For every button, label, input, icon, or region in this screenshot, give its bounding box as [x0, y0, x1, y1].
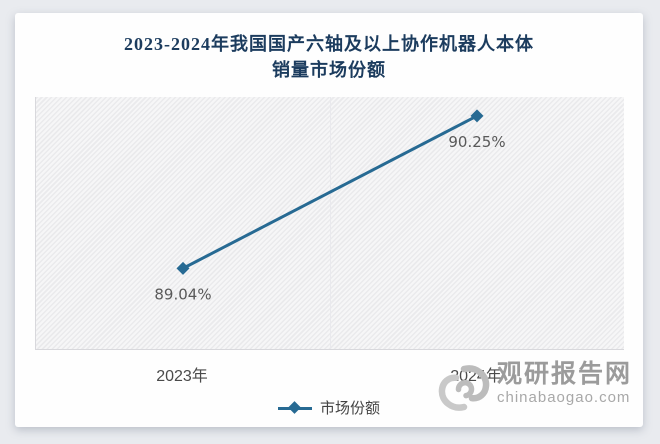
- chart-title: 2023-2024年我国国产六轴及以上协作机器人本体 销量市场份额: [15, 31, 643, 83]
- line-chart-svg: 89.04% 90.25%: [154, 109, 506, 303]
- watermark: 观研报告网 chinabaogao.com: [437, 362, 632, 419]
- data-label-2023年: 89.04%: [154, 285, 211, 303]
- watermark-text: 观研报告网 chinabaogao.com: [497, 360, 633, 406]
- series-line: [182, 114, 478, 270]
- data-point-2023年[interactable]: [176, 261, 190, 275]
- chart-title-line2: 销量市场份额: [272, 60, 386, 80]
- chart-title-line1: 2023-2024年我国国产六轴及以上协作机器人本体: [124, 34, 534, 54]
- data-point-2024年[interactable]: [470, 109, 484, 123]
- plot-area: 89.04% 90.25%: [35, 97, 624, 350]
- x-axis-label-2023: 2023年: [156, 368, 208, 385]
- watermark-brand: 观研报告网: [497, 360, 633, 388]
- legend-item-market-share[interactable]: 市场份额: [319, 400, 380, 417]
- legend-line-diamond-icon: [277, 400, 312, 415]
- swirl-logo-icon: [437, 362, 491, 419]
- data-label-2024年: 90.25%: [448, 133, 505, 151]
- vertical-gridline: [330, 97, 331, 349]
- watermark-domain: chinabaogao.com: [497, 389, 631, 406]
- legend: 市场份额: [15, 397, 643, 418]
